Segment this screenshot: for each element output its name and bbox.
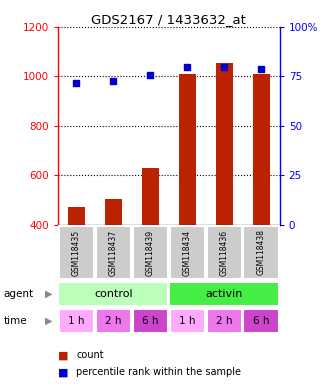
Title: GDS2167 / 1433632_at: GDS2167 / 1433632_at [91, 13, 246, 26]
Bar [58, 282, 168, 306]
Bar [59, 309, 94, 333]
Bar [216, 63, 233, 225]
Bar [142, 168, 159, 225]
Text: activin: activin [206, 289, 243, 299]
Bar [244, 226, 279, 279]
Bar [169, 282, 279, 306]
Bar [68, 207, 85, 225]
Bar [169, 226, 205, 279]
Point [259, 66, 264, 73]
Bar [105, 199, 122, 225]
Bar [96, 309, 131, 333]
Text: GSM118434: GSM118434 [183, 229, 192, 276]
Point [148, 72, 153, 78]
Text: GSM118438: GSM118438 [257, 230, 266, 275]
Point [221, 65, 227, 71]
Text: GSM118437: GSM118437 [109, 229, 118, 276]
Text: percentile rank within the sample: percentile rank within the sample [76, 367, 241, 377]
Bar [207, 226, 242, 279]
Text: ■: ■ [58, 367, 69, 377]
Text: GSM118435: GSM118435 [72, 229, 81, 276]
Bar [59, 226, 94, 279]
Text: GSM118436: GSM118436 [220, 229, 229, 276]
Text: agent: agent [3, 289, 33, 299]
Text: control: control [94, 289, 133, 299]
Bar [253, 74, 269, 225]
Text: ▶: ▶ [45, 289, 52, 299]
Bar [179, 74, 196, 225]
Point [185, 65, 190, 71]
Text: 2 h: 2 h [216, 316, 232, 326]
Point [74, 80, 79, 86]
Text: 1 h: 1 h [179, 316, 196, 326]
Bar [207, 309, 242, 333]
Point [111, 78, 116, 84]
Bar [133, 226, 168, 279]
Text: ▶: ▶ [45, 316, 52, 326]
Bar [169, 309, 205, 333]
Bar [244, 309, 279, 333]
Text: 6 h: 6 h [142, 316, 159, 326]
Text: time: time [3, 316, 27, 326]
Text: 1 h: 1 h [68, 316, 85, 326]
Text: 2 h: 2 h [105, 316, 121, 326]
Text: ■: ■ [58, 350, 69, 360]
Bar [96, 226, 131, 279]
Text: GSM118439: GSM118439 [146, 229, 155, 276]
Text: 6 h: 6 h [253, 316, 269, 326]
Text: count: count [76, 350, 104, 360]
Bar [133, 309, 168, 333]
